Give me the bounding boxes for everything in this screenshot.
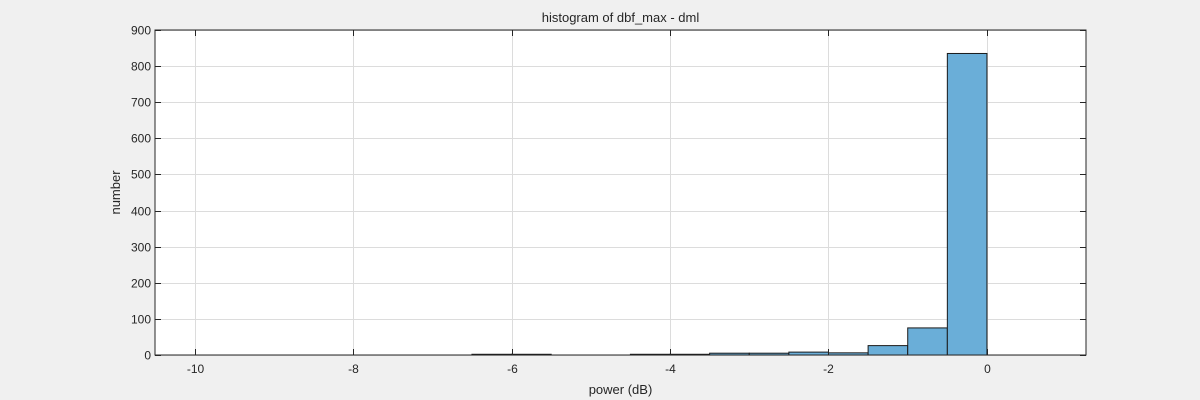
histogram-bar (946, 52, 988, 356)
y-tick-label: 200 (131, 277, 151, 291)
x-tick-label: -8 (348, 362, 359, 376)
y-tick-label: 800 (131, 60, 151, 74)
y-tick-label: 900 (131, 24, 151, 38)
grid-lines (155, 30, 1086, 356)
y-tick-label: 300 (131, 241, 151, 255)
x-tick-label: -2 (823, 362, 834, 376)
y-tick-label: 0 (144, 349, 151, 363)
x-tick-label: -6 (507, 362, 518, 376)
histogram-bar (907, 327, 948, 356)
x-tick-label: -4 (665, 362, 676, 376)
y-tick-label: 700 (131, 96, 151, 110)
histogram-bar (867, 345, 909, 356)
y-tick-labels: 0 100 200 300 400 500 600 700 800 900 (131, 24, 151, 363)
plot-area (155, 30, 1086, 355)
x-tick-label: 0 (984, 362, 991, 376)
y-tick-label: 100 (131, 313, 151, 327)
y-tick-label: 500 (131, 168, 151, 182)
tick-marks (155, 30, 1086, 356)
x-tick-label: -10 (187, 362, 205, 376)
chart-title: histogram of dbf_max - dml (542, 10, 700, 25)
y-axis-label: number (108, 170, 123, 215)
x-axis-label: power (dB) (589, 382, 653, 397)
histogram-bars (471, 52, 988, 356)
axes-box (154, 29, 1087, 356)
x-tick-labels: -10 -8 -6 -4 -2 0 (187, 362, 991, 376)
y-tick-label: 400 (131, 205, 151, 219)
y-tick-label: 600 (131, 132, 151, 146)
